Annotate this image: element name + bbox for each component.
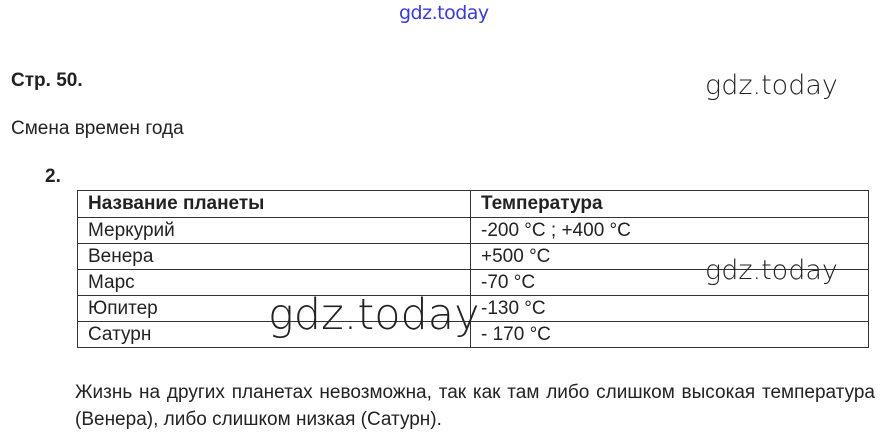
table-row: Меркурий -200 °C ; +400 °C [77,217,869,244]
table-header-row: Название планеты Температура [77,190,869,218]
page-heading: Стр. 50. [11,70,83,91]
planet-cell: Сатурн [77,321,471,348]
table-row: Юпитер -130 °C [77,295,869,322]
table-row: Марс -70 °C [77,269,869,296]
watermark-table-center: gdz.today [268,290,480,340]
temperature-cell: - 170 °C [470,321,869,348]
temperature-cell: -70 °C [470,269,869,296]
watermark-table-right: gdz.today [705,255,838,286]
conclusion-text: Жизнь на других планетах невозможна, так… [75,382,875,430]
header-temperature: Температура [470,190,869,218]
temperature-cell: +500 °C [470,243,869,270]
section-title: Смена времен года [11,118,184,139]
planet-cell: Юпитер [77,295,471,322]
watermark-right: gdz.today [705,70,838,101]
temperature-cell: -200 °C ; +400 °C [470,217,869,244]
header-planet: Название планеты [77,190,471,218]
planet-cell: Венера [77,243,471,270]
planet-cell: Марс [77,269,471,296]
table-row: Сатурн - 170 °C [77,321,869,348]
planet-temperature-table: Название планеты Температура Меркурий -20… [77,190,869,348]
task-number: 2. [45,166,61,187]
watermark-top: gdz.today [399,2,489,24]
temperature-cell: -130 °C [470,295,869,322]
table-row: Венера +500 °C [77,243,869,270]
planet-cell: Меркурий [77,217,471,244]
